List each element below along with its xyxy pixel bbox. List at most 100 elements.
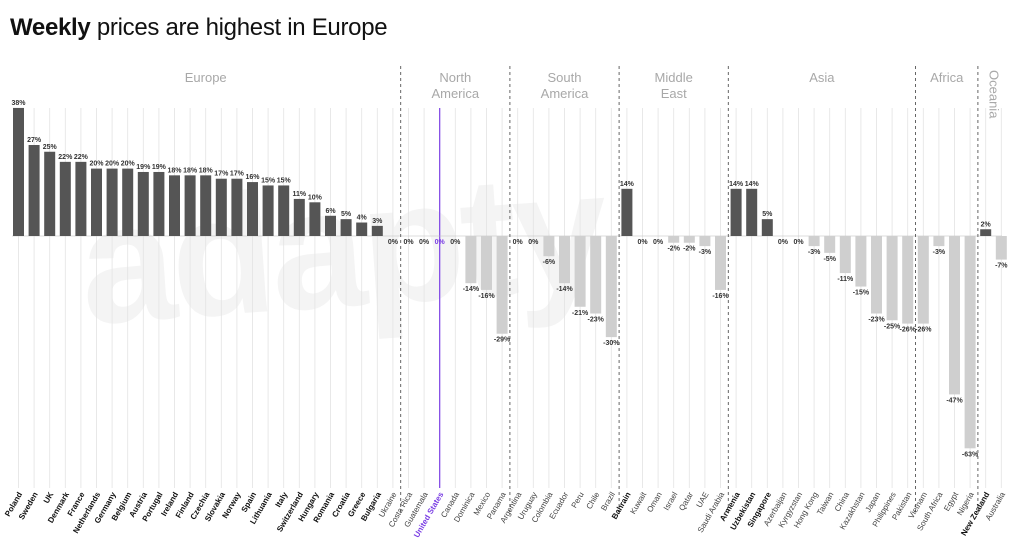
bar xyxy=(980,229,992,236)
bar xyxy=(122,168,134,236)
bar xyxy=(247,182,258,236)
category-label: Oman xyxy=(645,491,664,514)
region-label: Europe xyxy=(185,70,227,85)
value-label: -26% xyxy=(900,327,917,334)
bar xyxy=(574,236,586,307)
value-label: -3% xyxy=(933,249,946,256)
value-label: 5% xyxy=(762,211,773,218)
value-label: 14% xyxy=(745,181,760,188)
value-label: -21% xyxy=(572,310,589,317)
value-label: -2% xyxy=(667,246,680,253)
bar xyxy=(106,168,118,236)
value-label: 0% xyxy=(793,239,804,246)
value-label: 27% xyxy=(27,137,42,144)
value-label: -23% xyxy=(588,317,605,324)
bar xyxy=(683,236,695,243)
bar xyxy=(44,151,56,236)
value-label: 19% xyxy=(152,164,167,171)
title-rest: prices are highest in Europe xyxy=(90,14,388,41)
bar xyxy=(902,236,914,324)
value-label: -6% xyxy=(543,259,556,266)
bar xyxy=(668,236,680,243)
value-label: -15% xyxy=(853,290,870,297)
value-label: -26% xyxy=(915,327,932,334)
value-label: 0% xyxy=(528,239,539,246)
region-label: East xyxy=(661,86,687,101)
bar xyxy=(824,236,836,253)
value-label: -11% xyxy=(837,276,854,283)
value-label: 0% xyxy=(450,239,461,246)
region-dividers xyxy=(400,66,979,512)
value-label: -14% xyxy=(463,286,480,293)
value-label: 0% xyxy=(513,239,524,246)
bar xyxy=(933,236,945,247)
category-label: UK xyxy=(42,490,56,505)
bar xyxy=(995,236,1007,260)
bar xyxy=(13,107,24,236)
bar xyxy=(481,236,492,290)
title-bold: Weekly xyxy=(10,14,91,41)
value-label: 20% xyxy=(121,161,136,168)
region-label: Asia xyxy=(809,70,835,85)
value-label: 0% xyxy=(653,239,664,246)
value-label: -25% xyxy=(884,323,901,330)
chart-title: Weekly prices are highest in Europe xyxy=(10,14,388,42)
bar xyxy=(715,236,726,290)
bar xyxy=(730,188,742,236)
bar xyxy=(808,236,820,247)
region-label: America xyxy=(541,86,589,101)
bar xyxy=(746,188,758,236)
category-label: Kuwait xyxy=(628,490,648,516)
bar xyxy=(839,236,851,274)
value-label: 11% xyxy=(292,191,306,198)
value-label: 18% xyxy=(167,167,182,174)
bar xyxy=(325,215,336,236)
bar xyxy=(278,185,290,236)
bar xyxy=(761,219,773,236)
bar xyxy=(496,236,508,334)
value-label: 0% xyxy=(778,239,789,246)
bar xyxy=(262,185,274,236)
value-label: 18% xyxy=(199,167,214,174)
value-label: -14% xyxy=(556,286,573,293)
bar xyxy=(340,219,352,236)
bars xyxy=(13,107,1007,449)
bar xyxy=(293,198,305,236)
value-label: 5% xyxy=(341,211,352,218)
bar xyxy=(309,202,321,236)
bar xyxy=(559,236,570,284)
value-label: -30% xyxy=(603,340,620,347)
bar xyxy=(543,236,555,257)
bar xyxy=(699,236,711,247)
bar xyxy=(621,188,633,236)
value-label: -5% xyxy=(823,256,836,263)
bar xyxy=(231,178,243,236)
bar xyxy=(75,161,87,236)
value-label: 25% xyxy=(43,144,58,151)
bar xyxy=(215,178,227,236)
value-label: -3% xyxy=(808,249,821,256)
bar xyxy=(855,236,867,287)
value-label: -63% xyxy=(962,451,979,458)
bar xyxy=(184,175,196,236)
value-label: 18% xyxy=(183,167,198,174)
value-label: 4% xyxy=(357,215,368,222)
value-label: 22% xyxy=(74,154,89,161)
bar xyxy=(91,168,102,236)
bar xyxy=(137,171,149,236)
region-label: Middle xyxy=(655,70,693,85)
value-label: -29% xyxy=(494,337,511,344)
value-label: 17% xyxy=(214,171,229,178)
value-label: 15% xyxy=(277,177,292,184)
value-label: 10% xyxy=(308,194,323,201)
region-labels: Europe NorthAmericaSouthAmericaMiddleEast… xyxy=(185,70,1002,119)
region-label: America xyxy=(431,86,479,101)
bar xyxy=(371,225,383,236)
value-label: 14% xyxy=(620,181,635,188)
bar xyxy=(590,236,602,314)
bar xyxy=(59,161,71,236)
bar xyxy=(200,175,212,236)
value-label: 16% xyxy=(245,174,260,181)
bar xyxy=(465,236,477,284)
bar xyxy=(871,236,882,314)
